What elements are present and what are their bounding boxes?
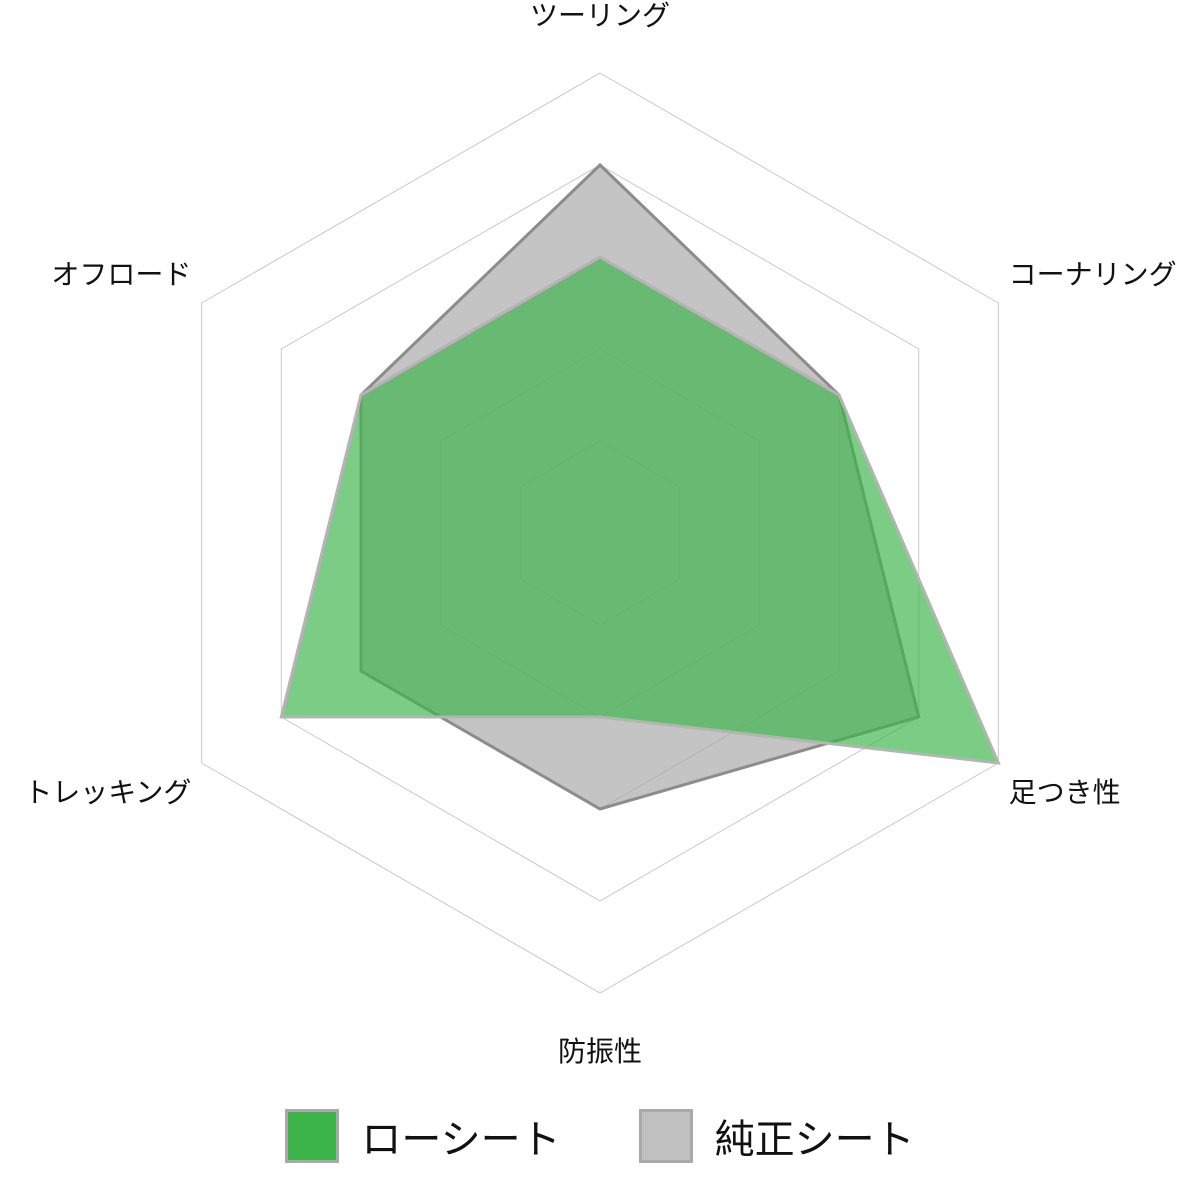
- series-area-1: [279, 255, 1001, 765]
- legend-item-low-seat[interactable]: ローシート: [285, 1107, 561, 1165]
- legend-label-stock-seat: 純正シート: [714, 1117, 915, 1163]
- axis-label-5: オフロード: [51, 258, 191, 291]
- grid-ring-5: [201, 72, 999, 994]
- axis-label-0: ツーリング: [530, 0, 670, 32]
- radar-series: [279, 162, 1001, 811]
- axis-label-4: トレッキング: [24, 776, 191, 809]
- grid-ring-4: [280, 164, 920, 902]
- axis-label-2: 足つき性: [1009, 776, 1121, 809]
- legend: ローシート 純正シート: [0, 1104, 1200, 1168]
- legend-label-low-seat: ローシート: [361, 1117, 561, 1163]
- legend-item-stock-seat[interactable]: 純正シート: [638, 1107, 915, 1165]
- axis-label-3: 防振性: [558, 1035, 642, 1068]
- legend-swatch-low-seat: [285, 1109, 340, 1163]
- legend-swatch-stock-seat: [638, 1109, 693, 1163]
- axis-label-1: コーナリング: [1009, 258, 1177, 291]
